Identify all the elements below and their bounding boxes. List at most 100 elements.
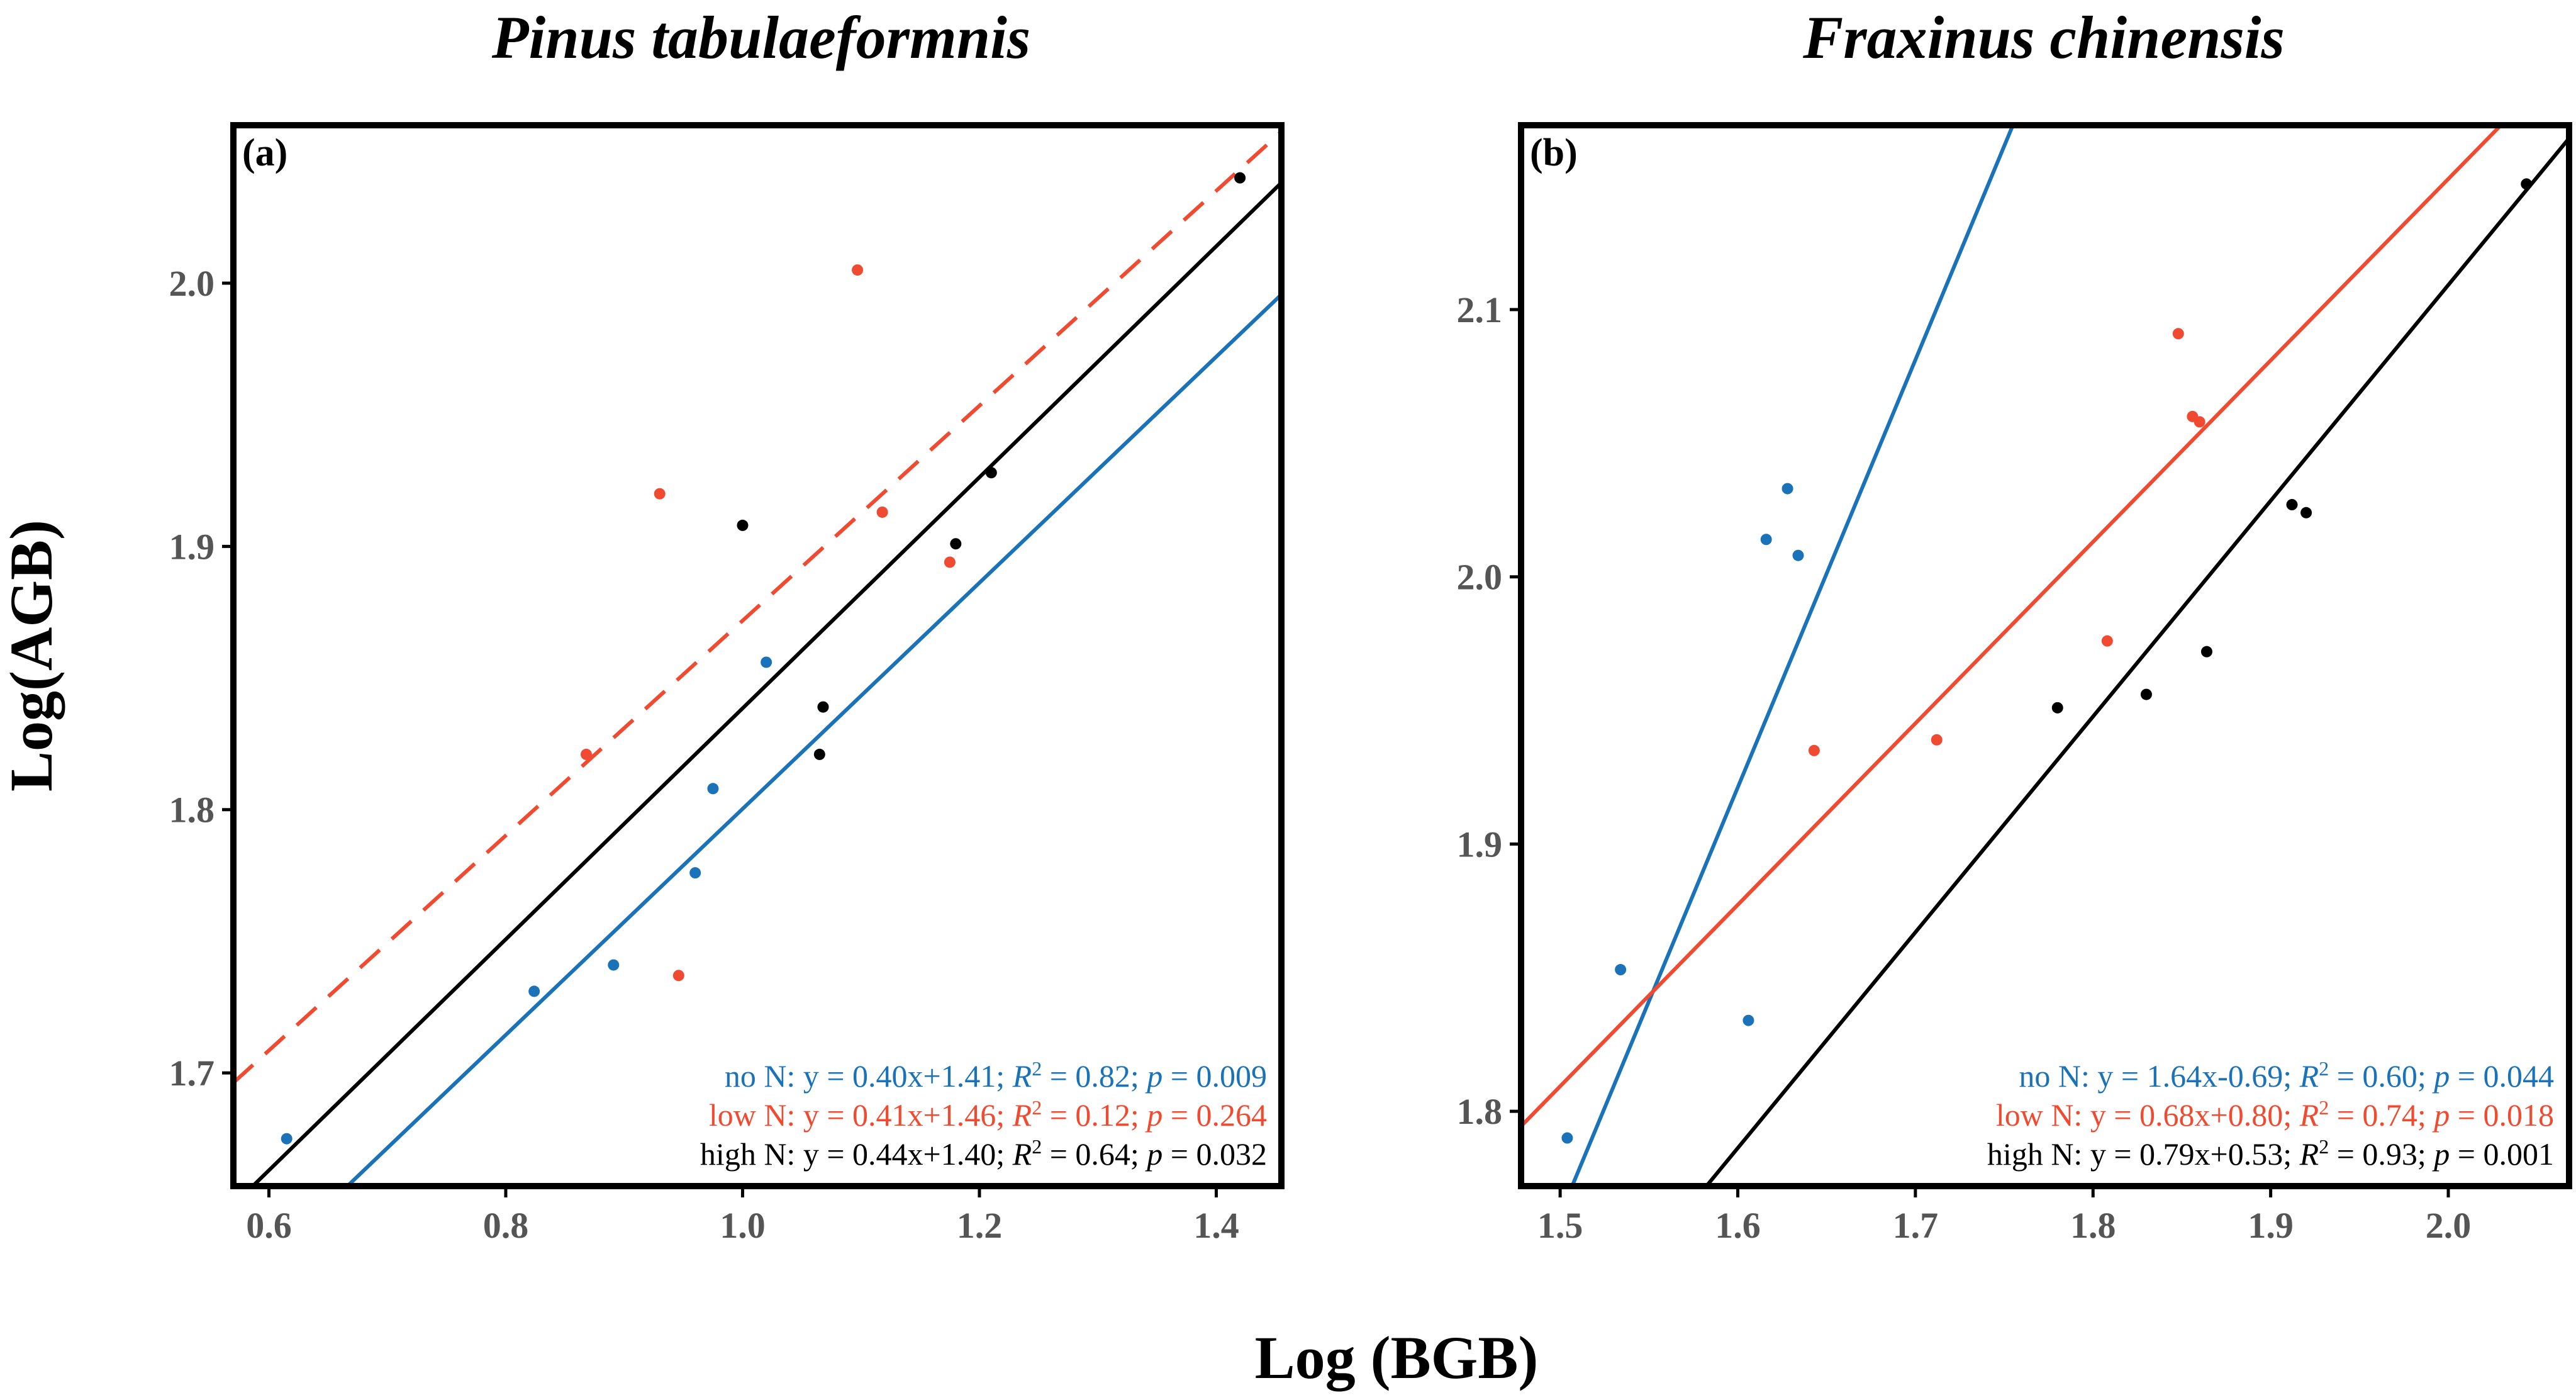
legend-r2: 0.93 (2362, 1136, 2417, 1172)
data-point-high-n (813, 748, 825, 760)
x-tick-label: 1.9 (2248, 1205, 2294, 1246)
plot-area (1521, 125, 2569, 1186)
data-point-low-n (654, 488, 666, 500)
data-point-no-n (1792, 549, 1804, 561)
data-point-high-n (1234, 172, 1246, 184)
y-tick-label: 1.8 (169, 790, 215, 831)
data-point-high-n (950, 538, 962, 550)
data-point-high-n (2140, 688, 2152, 700)
data-point-low-n (1931, 734, 1943, 746)
legend-name: low N (709, 1097, 787, 1133)
data-point-high-n (2200, 646, 2212, 658)
data-point-no-n (689, 867, 701, 879)
legend-p: 0.044 (2484, 1058, 2555, 1094)
legend-eq: y = 0.79x+0.53 (2090, 1136, 2283, 1172)
chart-title: Fraxinus chinensis (1802, 4, 2285, 71)
legend-r2: 0.74 (2362, 1097, 2417, 1133)
legend-p: 0.264 (1196, 1097, 1268, 1133)
x-axis-title: Log (BGB) (1255, 1324, 1539, 1391)
data-point-high-n (2300, 507, 2312, 518)
legend-eq: y = 0.44x+1.40 (803, 1136, 996, 1172)
data-point-high-n (817, 701, 829, 713)
data-point-low-n (2172, 328, 2184, 340)
legend-p: 0.018 (2484, 1097, 2555, 1133)
legend-eq: y = 0.40x+1.41 (803, 1058, 996, 1094)
legend-p: 0.009 (1196, 1058, 1268, 1094)
x-tick-label: 1.8 (2070, 1205, 2116, 1246)
data-point-high-n (2051, 702, 2063, 714)
regression-line-no-n (1570, 125, 2016, 1186)
y-tick-label: 1.8 (1457, 1091, 1503, 1132)
data-point-low-n (1808, 744, 1820, 756)
legend-entry-no-n: no N: y = 0.40x+1.41; R2 = 0.82; p = 0.0… (725, 1057, 1267, 1094)
legend-name: high N (1987, 1136, 2074, 1172)
y-tick-label: 1.9 (169, 526, 215, 567)
data-point-no-n (281, 1133, 293, 1145)
chart-title: Pinus tabulaeformnis (491, 4, 1030, 71)
x-tick-label: 1.0 (720, 1205, 766, 1246)
data-point-no-n (608, 959, 620, 971)
legend-r2: 0.64 (1075, 1136, 1130, 1172)
regression-line-low-n (1521, 125, 2504, 1128)
regression-line-no-n (344, 293, 1281, 1186)
data-point-no-n (1760, 534, 1772, 546)
x-tick-label: 1.4 (1193, 1205, 1239, 1246)
y-tick-label: 2.0 (1457, 557, 1503, 598)
data-point-no-n (761, 656, 772, 668)
legend-name: no N (725, 1058, 787, 1094)
legend-r2: 0.60 (2362, 1058, 2417, 1094)
data-point-low-n (2194, 416, 2205, 428)
legend-name: high N (700, 1136, 787, 1172)
data-point-high-n (2286, 499, 2298, 511)
regression-line-high-n (1703, 137, 2569, 1186)
data-point-no-n (528, 985, 540, 997)
data-point-no-n (1742, 1014, 1754, 1026)
x-tick-label: 1.7 (1893, 1205, 1939, 1246)
x-tick-label: 1.2 (957, 1205, 1003, 1246)
data-point-no-n (1781, 483, 1793, 495)
legend-entry-no-n: no N: y = 1.64x-0.69; R2 = 0.60; p = 0.0… (2019, 1057, 2554, 1094)
panel-b: Fraxinus chinensis (b) 1.5 1.6 1.7 1.8 1.9 2.0 1… (1457, 4, 2572, 1246)
plot-frame (1518, 122, 2572, 1189)
legend-entry-high-n: high N: y = 0.44x+1.40; R2 = 0.64; p = 0… (700, 1135, 1267, 1172)
legend-p: 0.001 (2484, 1136, 2555, 1172)
data-point-high-n (985, 467, 997, 479)
legend-p: 0.032 (1196, 1136, 1268, 1172)
data-point-low-n (852, 264, 864, 276)
plot-frame (230, 122, 1285, 1189)
data-point-no-n (1615, 964, 1627, 976)
data-point-low-n (876, 506, 888, 518)
legend-entry-high-n: high N: y = 0.79x+0.53; R2 = 0.93; p = 0… (1987, 1135, 2554, 1172)
data-point-high-n (737, 519, 749, 531)
legend-name: low N (1996, 1097, 2074, 1133)
data-point-low-n (672, 970, 684, 982)
data-point-high-n (2521, 178, 2533, 190)
y-tick-label: 1.9 (1457, 824, 1503, 865)
y-tick-label: 2.0 (169, 263, 215, 304)
legend-r2: 0.82 (1075, 1058, 1130, 1094)
x-tick-label: 1.5 (1537, 1205, 1583, 1246)
data-point-low-n (944, 556, 956, 568)
plot-area (233, 130, 1281, 1186)
panel-label: (b) (1530, 132, 1578, 174)
x-tick-label: 0.6 (246, 1205, 292, 1246)
y-tick-label: 1.7 (169, 1053, 215, 1094)
legend-eq: y = 0.41x+1.46 (803, 1097, 996, 1133)
regression-line-low-n (233, 130, 1281, 1084)
data-point-low-n (2101, 635, 2113, 647)
data-point-no-n (707, 783, 719, 795)
panel-a: Pinus tabulaeformnis (a) 0.6 0.8 1.0 1.2 1.4 1.… (169, 4, 1285, 1246)
legend-eq: y = 0.68x+0.80 (2090, 1097, 2283, 1133)
x-tick-label: 0.8 (483, 1205, 529, 1246)
legend-r2: 0.12 (1075, 1097, 1130, 1133)
regression-line-high-n (250, 181, 1281, 1186)
y-tick-label: 2.1 (1457, 289, 1503, 330)
x-tick-label: 1.6 (1715, 1205, 1761, 1246)
legend-entry-low-n: low N: y = 0.68x+0.80; R2 = 0.74; p = 0.… (1996, 1096, 2554, 1133)
panel-label: (a) (242, 132, 287, 174)
legend-name: no N (2019, 1058, 2081, 1094)
data-point-no-n (1561, 1132, 1573, 1144)
x-tick-label: 2.0 (2426, 1205, 2472, 1246)
legend-eq: y = 1.64x-0.69 (2097, 1058, 2283, 1094)
